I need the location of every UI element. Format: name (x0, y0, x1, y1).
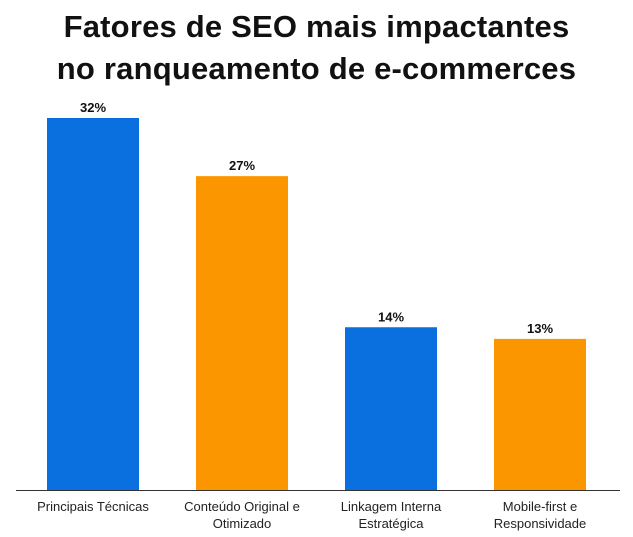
bar-4 (494, 338, 586, 490)
bar-2 (196, 176, 288, 490)
chart-title-line-1: Fatores de SEO mais impactantes (63, 9, 570, 44)
x-tick-label-4: Mobile-first e Responsividade (494, 499, 587, 531)
bar-value-label-2: 27% (229, 158, 255, 173)
bar-value-label-1: 32% (80, 100, 106, 115)
bar-1 (47, 118, 139, 490)
x-tick-label-3: Linkagem Interna Estratégica (341, 499, 442, 531)
bar-value-label-3: 14% (378, 309, 404, 324)
chart-title-line-2: no ranqueamento de e-commerces (56, 51, 577, 86)
bar-3 (345, 327, 437, 490)
chart-title: Fatores de SEO mais impactantes no ranqu… (0, 6, 633, 90)
x-tick-label-1: Principais Técnicas (37, 499, 149, 514)
x-tick-label-2: Conteúdo Original e Otimizado (184, 499, 300, 531)
bar-value-label-4: 13% (527, 321, 553, 336)
